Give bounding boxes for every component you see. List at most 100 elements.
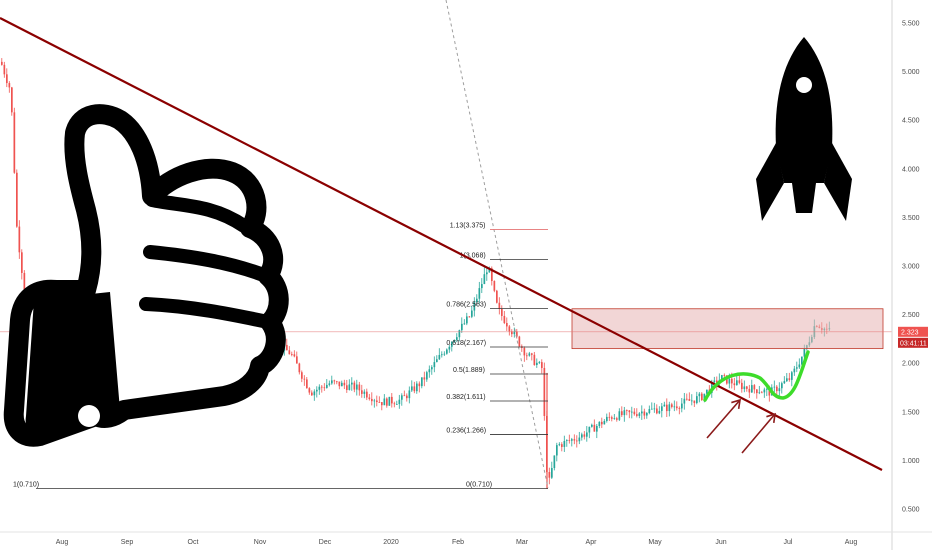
candle-body [646,413,648,416]
candle-body [651,408,653,410]
candle-body [581,434,583,438]
candle-body [378,402,381,403]
candle-body [496,290,498,303]
candle-body [406,395,408,399]
candle-body [558,444,561,446]
y-tick-label: 2.000 [902,361,920,368]
arrow-shaft [706,399,741,439]
candle-body [8,83,11,88]
candle-body [713,380,716,383]
candle-body [573,439,576,441]
candle-body [486,272,488,275]
candle-body [286,344,288,351]
candle-body [668,404,671,412]
candle-body [753,385,756,390]
candle-body [611,417,613,419]
candle-body [791,372,793,380]
candle-body [491,268,493,281]
candle-body [766,388,768,390]
y-tick-label: 5.500 [902,21,920,28]
candle-body [661,406,663,411]
rocket-left-fin [756,143,784,221]
candle-body [418,383,421,387]
candle-body [601,421,603,425]
candle-body [721,375,723,380]
candle-body [761,392,763,394]
finger-line-2 [143,245,273,283]
x-tick-label: 2020 [383,539,399,546]
candle-body [471,310,473,317]
candle-body [628,410,631,413]
candle-body [343,382,346,386]
fib-guide-line [445,0,549,489]
arrow-head [766,412,776,424]
candle-body [678,408,681,409]
candle-body [426,372,428,380]
candle-body [671,404,673,407]
candle-body [621,411,623,416]
candle-body [803,348,806,357]
candle-body [683,398,686,404]
candle-body [518,336,521,347]
candle-body [691,400,693,402]
candle-body [368,397,371,399]
candle-body [756,389,758,394]
candle-body [598,421,601,426]
candle-body [396,404,398,405]
fib-level-label: 0.236(1.266) [446,428,486,435]
candle-body [786,378,788,382]
candle-body [433,362,436,368]
candle-body [553,455,556,469]
candle-body [361,390,363,394]
candle-body [373,400,376,402]
candle-body [606,416,608,421]
candle-body [436,359,438,363]
candle-body [541,362,543,368]
candle-body [381,402,383,406]
candle-body [626,410,628,411]
candle-body [313,391,316,396]
candle-body [686,398,688,400]
candle-body [588,426,591,433]
candle-body [411,386,413,391]
candle-body [733,383,736,386]
candle-body [591,424,593,427]
candle-body [483,274,486,285]
candle-body [493,280,496,291]
candle-body [513,331,516,335]
candle-body [618,411,621,420]
candle-body [706,389,708,394]
candle-body [363,391,366,394]
y-tick-label: 2.500 [902,312,920,319]
candle-body [478,288,481,299]
candle-body [401,395,403,400]
fibonacci-retracement: 1.13(3.375) 1(3.068) 0.786(2.563) 0.618(2.1… [13,0,549,489]
x-tick-label: Jun [715,539,726,546]
candle-body [788,378,791,380]
x-tick-label: Jul [784,539,793,546]
price-axis: 5.500 5.000 4.500 4.000 3.500 3.000 2.500 2.000… [891,0,920,550]
candle-body [666,404,668,412]
fib-level-label: 0.786(2.563) [446,301,486,308]
candle-body [498,302,501,309]
candle-body [13,112,16,173]
candle-body [371,398,373,402]
candle-body [511,331,513,335]
candle-body [321,386,323,388]
candle-body [503,315,506,324]
candle-body [466,316,468,324]
x-tick-label: Feb [452,539,464,546]
thumb-cuff-hole [78,405,100,427]
arrow-head [731,398,741,410]
candle-body [758,392,761,394]
fib-level-label: 0.618(2.167) [446,340,486,347]
y-tick-label: 4.000 [902,166,920,173]
candle-body [346,385,348,390]
candle-body [516,331,518,337]
candle-body [583,434,586,437]
candle-body [508,326,511,332]
candle-body [428,369,431,373]
candle-body [738,380,741,383]
candle-body [306,379,308,389]
